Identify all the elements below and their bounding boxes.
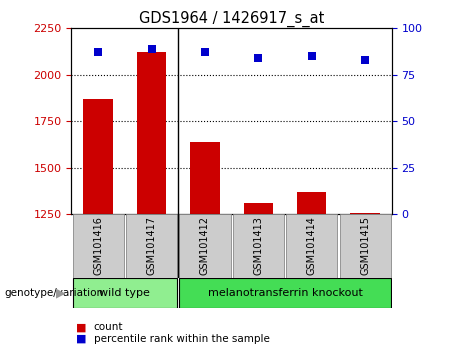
Text: ▶: ▶ <box>56 287 66 299</box>
Bar <box>179 278 391 308</box>
Bar <box>350 213 380 214</box>
Text: GSM101416: GSM101416 <box>93 216 103 275</box>
Text: genotype/variation: genotype/variation <box>5 288 104 298</box>
Bar <box>83 99 113 214</box>
Bar <box>190 142 219 214</box>
Title: GDS1964 / 1426917_s_at: GDS1964 / 1426917_s_at <box>139 11 325 27</box>
Text: GSM101412: GSM101412 <box>200 216 210 275</box>
Bar <box>339 214 391 278</box>
Bar <box>244 203 273 214</box>
Text: GSM101415: GSM101415 <box>360 216 370 275</box>
Bar <box>137 52 166 214</box>
Text: GSM101413: GSM101413 <box>254 216 263 275</box>
Text: GSM101414: GSM101414 <box>307 216 317 275</box>
Bar <box>233 214 284 278</box>
Text: melanotransferrin knockout: melanotransferrin knockout <box>207 288 362 298</box>
Text: ■: ■ <box>76 322 87 332</box>
Bar <box>286 214 337 278</box>
Text: GSM101417: GSM101417 <box>147 216 157 275</box>
Bar <box>297 192 326 214</box>
Text: percentile rank within the sample: percentile rank within the sample <box>94 334 270 344</box>
Text: wild type: wild type <box>100 288 150 298</box>
Bar <box>179 214 230 278</box>
Bar <box>72 278 177 308</box>
Bar <box>126 214 177 278</box>
Bar <box>72 214 124 278</box>
Text: ■: ■ <box>76 334 87 344</box>
Text: count: count <box>94 322 123 332</box>
